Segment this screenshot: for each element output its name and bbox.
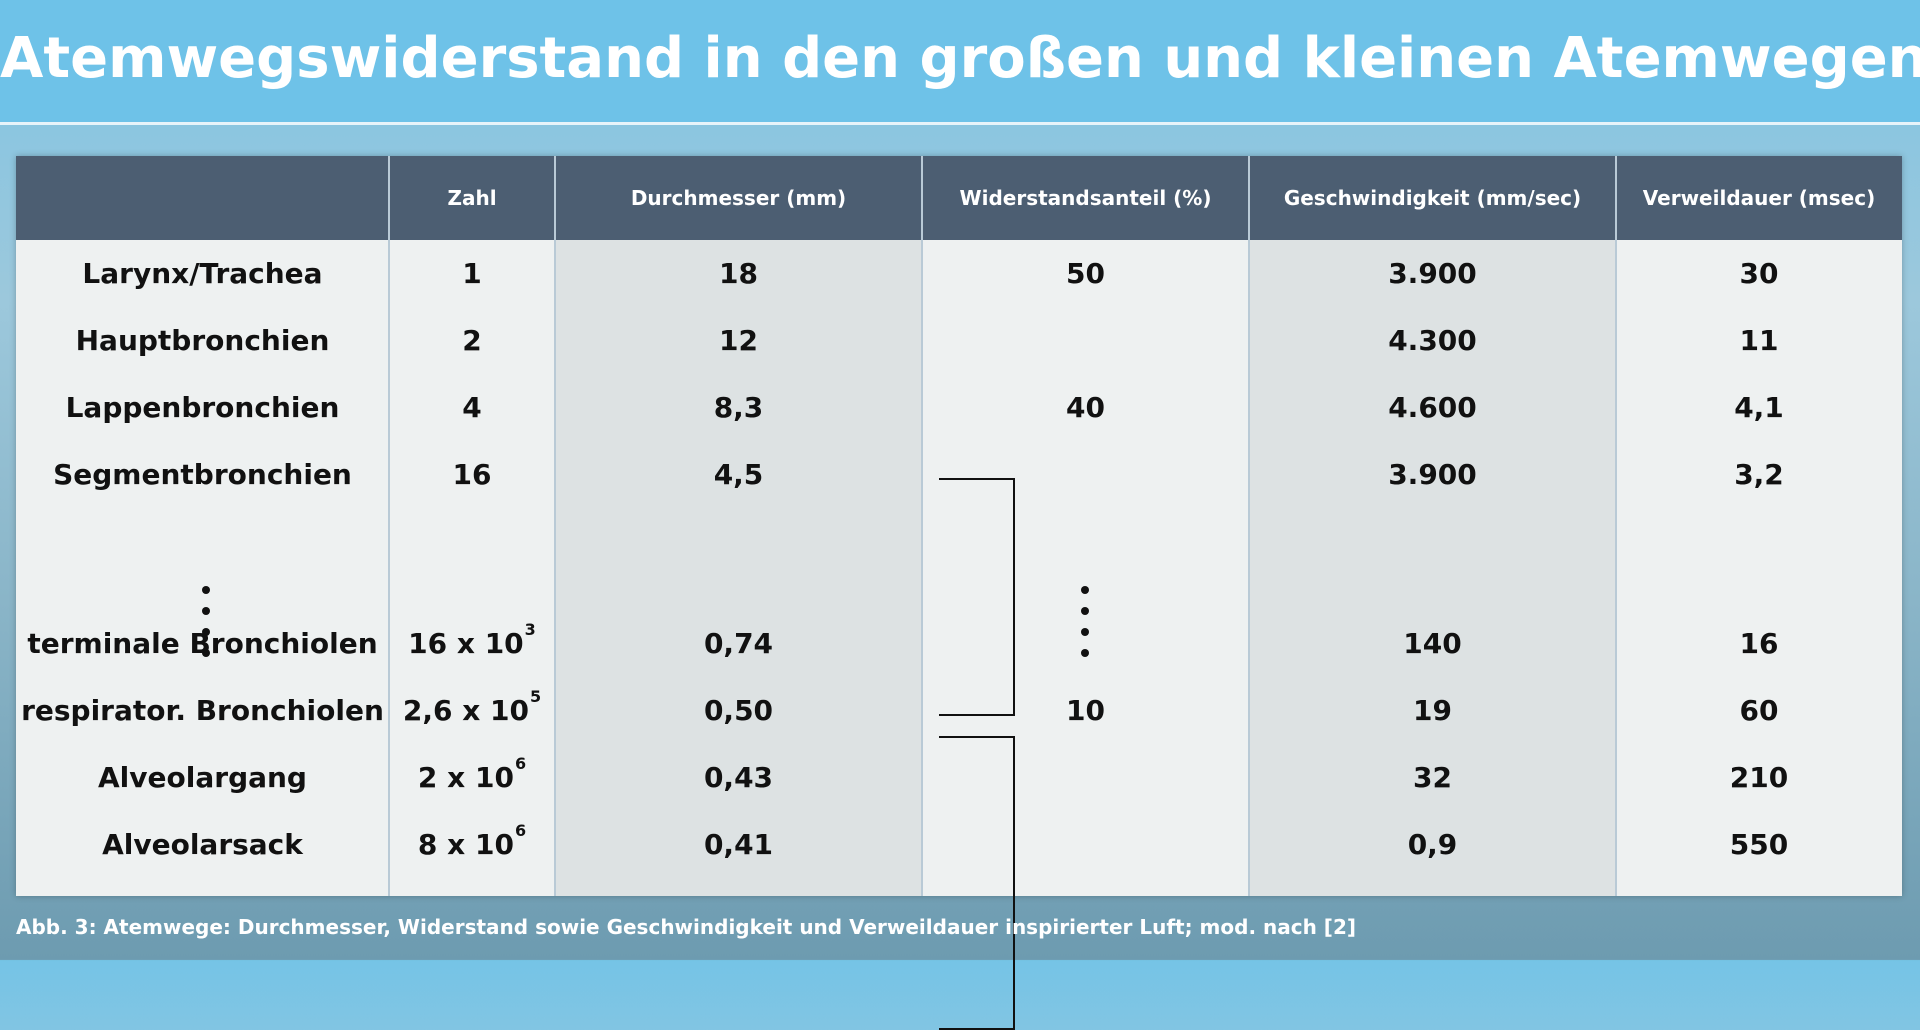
cell-geschwindigkeit: 0,9 [1407, 828, 1458, 861]
cell-verweildauer: 16 [1739, 627, 1779, 660]
table-header: Zahl Durchmesser (mm) Widerstandsanteil … [16, 156, 1902, 240]
cell-widerstand: 50 [1066, 257, 1105, 290]
cell-geschwindigkeit: 140 [1403, 627, 1462, 660]
cell-name: Alveolargang [98, 761, 307, 794]
airway-table: Zahl Durchmesser (mm) Widerstandsanteil … [16, 156, 1902, 1030]
cell-zahl: 1 [462, 257, 482, 290]
header-verweildauer: Verweildauer (msec) [1642, 186, 1876, 210]
cell-geschwindigkeit: 3.900 [1388, 458, 1477, 491]
cell-name: Segmentbronchien [53, 458, 352, 491]
column-divider [388, 156, 390, 896]
cell-durchmesser: 0,43 [703, 761, 774, 794]
exponent: 6 [514, 754, 527, 773]
cell-verweildauer: 4,1 [1734, 391, 1784, 424]
table-body: Larynx/Trachea 1 18 50 3.900 30 Hauptbro… [16, 240, 1902, 1030]
cell-durchmesser: 18 [719, 257, 758, 290]
cell-name: Alveolarsack [102, 828, 303, 861]
cell-verweildauer: 550 [1729, 828, 1789, 861]
cell-verweildauer: 60 [1739, 694, 1779, 727]
cell-verweildauer: 210 [1729, 761, 1789, 794]
cell-widerstand: 40 [1066, 391, 1105, 424]
ellipsis-widerstand-column [1081, 586, 1089, 658]
cell-zahl: 16 x 103 [408, 620, 536, 660]
cell-geschwindigkeit: 32 [1413, 761, 1452, 794]
cell-zahl: 4 [462, 391, 482, 424]
table-row: respirator. Bronchiolen 2,6 x 105 0,50 1… [16, 677, 1902, 744]
exponent: 5 [529, 687, 542, 706]
header-geschwindigkeit: Geschwindigkeit (mm/sec) [1283, 186, 1582, 210]
column-divider [554, 156, 556, 896]
table-row: Alveolargang 2 x 106 0,43 32 210 [16, 744, 1902, 811]
header-zahl: Zahl [447, 186, 497, 210]
table-row: Larynx/Trachea 1 18 50 3.900 30 [16, 240, 1902, 307]
page-title: Atemwegswiderstand in den großen und kle… [0, 26, 1920, 91]
cell-geschwindigkeit: 19 [1413, 694, 1452, 727]
column-divider [1248, 156, 1250, 896]
ellipsis-name-column [202, 586, 210, 658]
column-shade-durchmesser [555, 240, 922, 896]
table-row: Lappenbronchien 4 8,3 40 4.600 4,1 [16, 374, 1902, 441]
cell-durchmesser: 8,3 [713, 391, 764, 424]
header-name [16, 156, 389, 240]
cell-name: terminale Bronchiolen [27, 627, 378, 660]
cell-geschwindigkeit: 4.600 [1388, 391, 1477, 424]
cell-widerstand: 10 [1066, 694, 1105, 727]
bracket-40-percent [939, 478, 1015, 716]
cell-durchmesser: 4,5 [713, 458, 764, 491]
cell-durchmesser: 12 [719, 324, 758, 357]
cell-geschwindigkeit: 3.900 [1388, 257, 1477, 290]
cell-verweildauer: 3,2 [1734, 458, 1784, 491]
table-row: Hauptbronchien 2 12 4.300 11 [16, 307, 1902, 374]
table-row: terminale Bronchiolen 16 x 103 0,74 140 … [16, 610, 1902, 677]
cell-geschwindigkeit: 4.300 [1388, 324, 1477, 357]
column-divider [921, 156, 923, 896]
exponent: 6 [514, 821, 527, 840]
cell-zahl: 2 x 106 [417, 754, 527, 794]
cell-durchmesser: 0,74 [703, 627, 774, 660]
cell-durchmesser: 0,41 [703, 828, 774, 861]
cell-verweildauer: 30 [1739, 257, 1779, 290]
cell-name: Larynx/Trachea [82, 257, 323, 290]
cell-name: Hauptbronchien [75, 324, 330, 357]
cell-zahl: 16 [452, 458, 492, 491]
header-widerstandsanteil: Widerstandsanteil (%) [959, 186, 1212, 210]
column-shade-geschwindigkeit [1249, 240, 1616, 896]
cell-zahl: 8 x 106 [417, 821, 527, 861]
cell-zahl: 2 [462, 324, 482, 357]
column-divider [1615, 156, 1617, 896]
cell-name: respirator. Bronchiolen [21, 694, 384, 727]
cell-zahl: 2,6 x 105 [402, 687, 542, 727]
cell-durchmesser: 0,50 [703, 694, 774, 727]
figure-caption: Abb. 3: Atemwege: Durchmesser, Widerstan… [16, 915, 1356, 939]
cell-name: Lappenbronchien [65, 391, 340, 424]
table-row: Alveolarsack 8 x 106 0,41 0,9 550 [16, 811, 1902, 878]
header-durchmesser: Durchmesser (mm) [630, 186, 847, 210]
exponent: 3 [524, 620, 536, 639]
table-row: Segmentbronchien 16 4,5 3.900 3,2 [16, 441, 1902, 508]
cell-verweildauer: 11 [1739, 324, 1779, 357]
title-bar: Atemwegswiderstand in den großen und kle… [0, 0, 1920, 125]
